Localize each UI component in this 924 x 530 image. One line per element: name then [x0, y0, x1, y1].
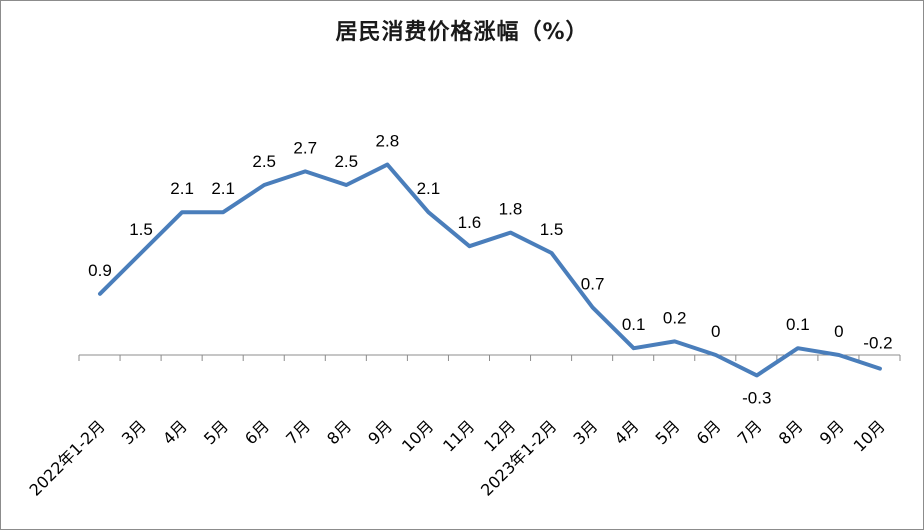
- data-label: 0.7: [581, 274, 605, 293]
- data-label: 1.6: [458, 213, 482, 232]
- x-tick-label: 7月: [282, 416, 314, 448]
- data-label: 1.5: [540, 220, 564, 239]
- x-tick-label: 3月: [569, 416, 601, 448]
- data-label: 0.2: [663, 308, 687, 327]
- x-tick-labels: 2022年1-2月 3月 4月 5月 6月 7月 8月 9月 10月 11月 12月2023年1-2…: [25, 416, 888, 499]
- data-label: 2.1: [170, 179, 194, 198]
- x-tick-label: 4月: [159, 416, 191, 448]
- x-axis: [78, 354, 901, 361]
- data-label: -0.2: [863, 334, 892, 353]
- x-tick-label: 10月: [850, 416, 889, 455]
- data-label: 0.1: [786, 315, 810, 334]
- data-label: 2.8: [376, 132, 400, 151]
- x-tick-label: 2023年1-2月: [477, 416, 560, 499]
- data-label: 1.8: [499, 200, 523, 219]
- x-tick-label: 3月: [118, 416, 150, 448]
- data-label: 2.5: [252, 152, 276, 171]
- x-tick-label: 4月: [611, 416, 643, 448]
- x-tick-label: 5月: [200, 416, 232, 448]
- data-label: 0: [834, 322, 843, 341]
- data-labels: 0.9 1.5 2.1 2.1 2.5 2.7 2.5 2.8 2.1 1.6 1.8 1.5 0.7 0…: [88, 132, 892, 408]
- x-tick-label: 6月: [241, 416, 273, 448]
- data-label: 0.1: [622, 315, 646, 334]
- x-tick-label: 11月: [439, 416, 478, 455]
- data-label: 2.7: [293, 138, 317, 157]
- data-label: 2.5: [334, 152, 358, 171]
- data-label: 2.1: [211, 179, 235, 198]
- data-label: 2.1: [417, 179, 441, 198]
- x-tick-label: 5月: [652, 416, 684, 448]
- x-tick-label: 9月: [816, 416, 848, 448]
- x-tick-label: 2022年1-2月: [25, 416, 108, 499]
- x-tick-label: 9月: [364, 416, 396, 448]
- x-tick-label: 8月: [775, 416, 807, 448]
- data-label: 0: [711, 322, 720, 341]
- data-label: 0.9: [88, 261, 112, 280]
- chart-title: 居民消费价格涨幅（%）: [335, 20, 589, 45]
- series-line: [98, 162, 882, 378]
- data-label: 1.5: [129, 220, 153, 239]
- x-tick-label: 10月: [398, 416, 437, 455]
- data-label: -0.3: [742, 388, 771, 407]
- x-tick-label: 6月: [693, 416, 725, 448]
- x-tick-label: 8月: [323, 416, 355, 448]
- x-tick-label: 7月: [734, 416, 766, 448]
